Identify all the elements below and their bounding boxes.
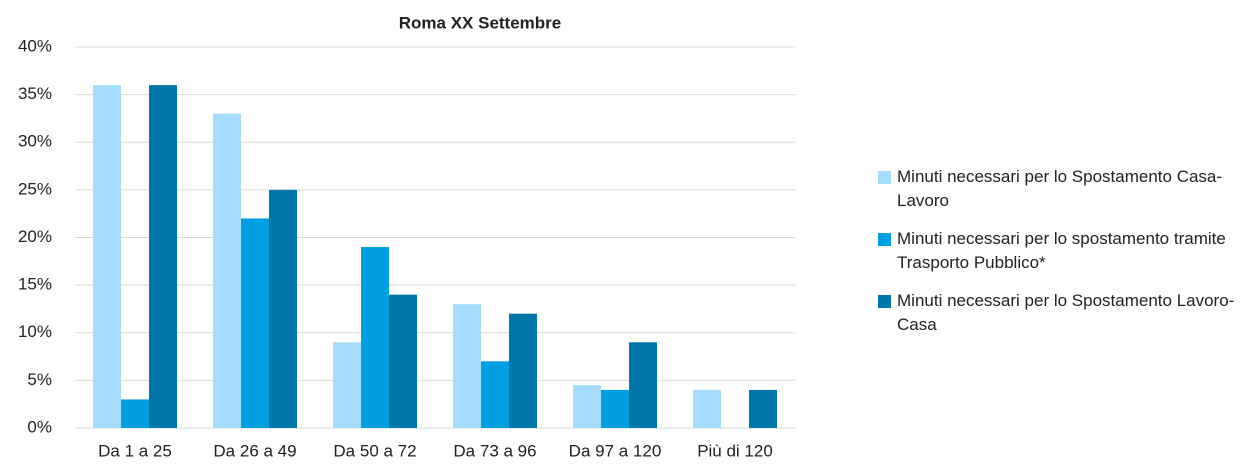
bar [361,247,389,428]
x-tick-label: Da 97 a 120 [569,441,662,460]
bar [601,389,629,428]
legend-label: Minuti necessari per lo Spostamento Lavo… [897,291,1235,334]
y-tick-label: 40% [18,36,52,55]
x-tick-label: Da 1 a 25 [98,441,172,460]
bar [121,399,149,428]
bar [241,218,269,428]
bar [149,85,177,428]
legend-item: Minuti necessari per lo Spostamento Lavo… [878,289,1250,337]
y-tick-label: 25% [18,179,52,198]
legend-swatch [878,295,891,308]
bar [693,389,721,428]
bar [213,113,241,429]
y-tick-label: 35% [18,84,52,103]
legend: Minuti necessari per lo Spostamento Casa… [878,165,1250,351]
legend-item: Minuti necessari per lo spostamento tram… [878,227,1250,275]
legend-swatch [878,171,891,184]
y-tick-label: 30% [18,132,52,151]
x-tick-label: Più di 120 [697,441,773,460]
x-tick-label: Da 26 a 49 [213,441,296,460]
x-tick-label: Da 50 a 72 [333,441,416,460]
bar [509,313,537,428]
chart-title: Roma XX Settembre [399,13,562,32]
bar [269,189,297,428]
y-tick-label: 20% [18,227,52,246]
bar [389,294,417,428]
bar [629,342,657,428]
legend-label: Minuti necessari per lo spostamento tram… [897,229,1226,272]
y-tick-label: 15% [18,275,52,294]
legend-item: Minuti necessari per lo Spostamento Casa… [878,165,1250,213]
y-tick-label: 0% [27,417,52,436]
y-tick-label: 5% [27,370,52,389]
legend-swatch [878,233,891,246]
x-tick-label: Da 73 a 96 [453,441,536,460]
y-tick-label: 10% [18,322,52,341]
legend-label: Minuti necessari per lo Spostamento Casa… [897,167,1223,210]
bar [481,361,509,428]
bar [453,304,481,428]
bar [93,85,121,428]
bar [749,389,777,428]
bar [573,385,601,428]
bar [333,342,361,428]
